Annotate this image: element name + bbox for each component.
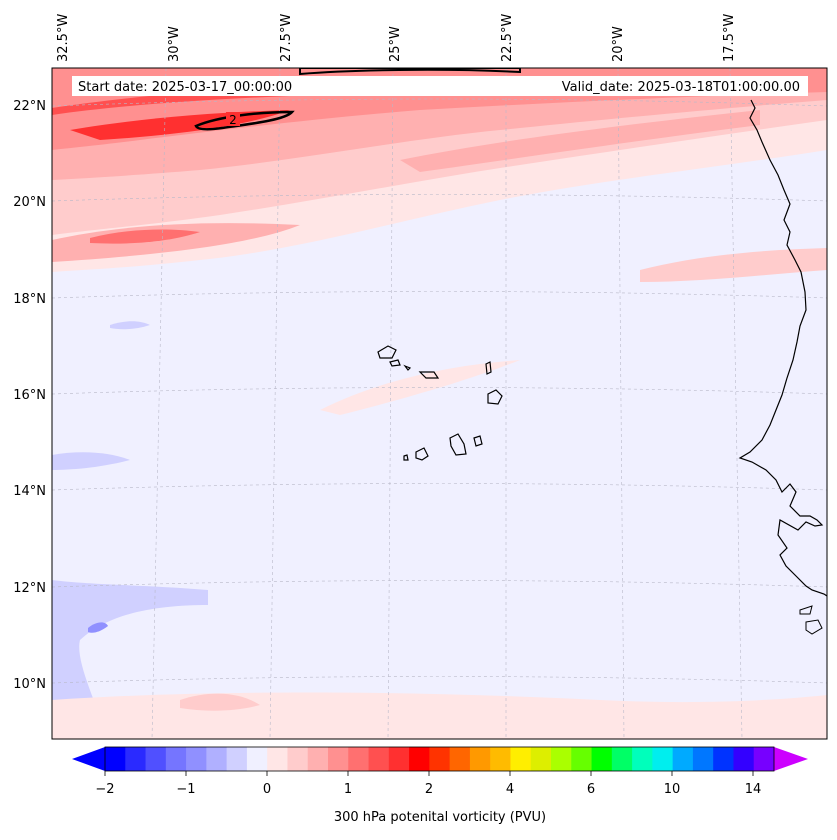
colorbar-cell bbox=[105, 747, 126, 771]
colorbar-tick-label: 14 bbox=[745, 782, 762, 797]
lat-label: 16°N bbox=[13, 388, 46, 403]
lon-label: 25°W bbox=[388, 26, 403, 62]
lat-label: 22°N bbox=[13, 99, 46, 114]
colorbar-cell bbox=[186, 747, 207, 771]
colorbar-under-arrow bbox=[72, 747, 105, 771]
colorbar-tick-labels: −2 −1 0 1 2 4 6 10 14 bbox=[95, 782, 761, 797]
colorbar: −2 −1 0 1 2 4 6 10 14 300 hPa potenital … bbox=[72, 746, 808, 825]
lat-label: 10°N bbox=[13, 677, 46, 692]
pv-ribbon-1 bbox=[52, 223, 300, 262]
colorbar-cell bbox=[591, 747, 613, 771]
colorbar-cell bbox=[328, 747, 349, 771]
lon-label: 17.5°W bbox=[722, 14, 737, 62]
colorbar-cells bbox=[105, 747, 775, 771]
pv-ribbon-2 bbox=[400, 110, 760, 172]
pv-blob-2 bbox=[180, 693, 260, 711]
colorbar-tick-label: 1 bbox=[344, 782, 352, 797]
colorbar-cell bbox=[490, 747, 511, 771]
lat-label: 14°N bbox=[13, 484, 46, 499]
colorbar-cell bbox=[652, 747, 674, 771]
bijagos-islands bbox=[799, 605, 823, 635]
colorbar-tick-label: 6 bbox=[587, 782, 595, 797]
colorbar-cell bbox=[145, 747, 167, 771]
colorbar-cell bbox=[530, 747, 552, 771]
colorbar-cell bbox=[449, 747, 471, 771]
lat-label: 12°N bbox=[13, 581, 46, 596]
colorbar-tick-label: 4 bbox=[506, 782, 514, 797]
latitude-labels: 22°N 20°N 18°N 16°N 14°N 12°N 10°N bbox=[13, 99, 46, 692]
colorbar-cell bbox=[409, 747, 430, 771]
colorbar-cell bbox=[267, 747, 288, 771]
lat-label: 20°N bbox=[13, 195, 46, 210]
colorbar-cell bbox=[632, 747, 653, 771]
graticule bbox=[52, 68, 827, 739]
map-panel: 2 bbox=[52, 68, 827, 739]
map-frame bbox=[51, 67, 828, 740]
colorbar-over-arrow bbox=[774, 747, 808, 771]
lon-label: 32.5°W bbox=[56, 14, 71, 62]
pv-ribbon-1-core bbox=[90, 229, 200, 244]
colorbar-tick-label: −1 bbox=[176, 782, 195, 797]
contour-label-bg bbox=[226, 112, 240, 126]
low-pv-patch-3 bbox=[110, 321, 150, 330]
colorbar-cell bbox=[206, 747, 228, 771]
colorbar-tick-label: 2 bbox=[425, 782, 433, 797]
low-pv-patch-core bbox=[88, 622, 108, 633]
colorbar-tick-label: 0 bbox=[263, 782, 271, 797]
lon-label: 30°W bbox=[167, 26, 182, 62]
colorbar-cell bbox=[125, 747, 147, 771]
colorbar-cell bbox=[551, 747, 572, 771]
colorbar-cell bbox=[753, 747, 775, 771]
colorbar-cell bbox=[733, 747, 755, 771]
colorbar-cell bbox=[692, 747, 714, 771]
colorbar-cell bbox=[469, 747, 491, 771]
colorbar-cell bbox=[713, 747, 734, 771]
colorbar-cell bbox=[368, 747, 390, 771]
colorbar-cell bbox=[287, 747, 309, 771]
colorbar-cell bbox=[388, 747, 410, 771]
contour-label: 2 bbox=[229, 113, 237, 127]
colorbar-tick-label: −2 bbox=[95, 782, 114, 797]
longitude-labels: 32.5°W 30°W 27.5°W 25°W 22.5°W 20°W 17.5… bbox=[56, 14, 737, 62]
colorbar-cell bbox=[611, 747, 633, 771]
colorbar-cell bbox=[672, 747, 694, 771]
colorbar-ticks bbox=[104, 771, 754, 776]
colorbar-cell bbox=[226, 747, 248, 771]
lon-label: 27.5°W bbox=[279, 14, 294, 62]
lon-label: 20°W bbox=[611, 26, 626, 62]
valid-date-label: Valid_date: 2025-03-18T01:00:00.00 bbox=[562, 80, 800, 95]
colorbar-cell bbox=[165, 747, 187, 771]
colorbar-cell bbox=[429, 747, 451, 771]
date-header-bg bbox=[72, 76, 808, 96]
lat-label: 18°N bbox=[13, 292, 46, 307]
colorbar-tick-label: 10 bbox=[664, 782, 681, 797]
pv-ribbon-3 bbox=[640, 248, 827, 282]
start-date-label: Start date: 2025-03-17_00:00:00 bbox=[78, 80, 292, 95]
colorbar-cell bbox=[510, 747, 532, 771]
colorbar-cell bbox=[246, 747, 268, 771]
pv-contour-2-north bbox=[299, 68, 521, 76]
colorbar-frame bbox=[104, 746, 775, 772]
lon-label: 22.5°W bbox=[500, 14, 515, 62]
colorbar-cell bbox=[571, 747, 593, 771]
low-pv-patch-1 bbox=[52, 452, 130, 470]
colorbar-cell bbox=[348, 747, 370, 771]
colorbar-cell bbox=[307, 747, 329, 771]
african-coastline bbox=[738, 99, 827, 597]
colorbar-title: 300 hPa potenital vorticity (PVU) bbox=[334, 810, 546, 825]
cape-verde-islands bbox=[377, 345, 503, 461]
